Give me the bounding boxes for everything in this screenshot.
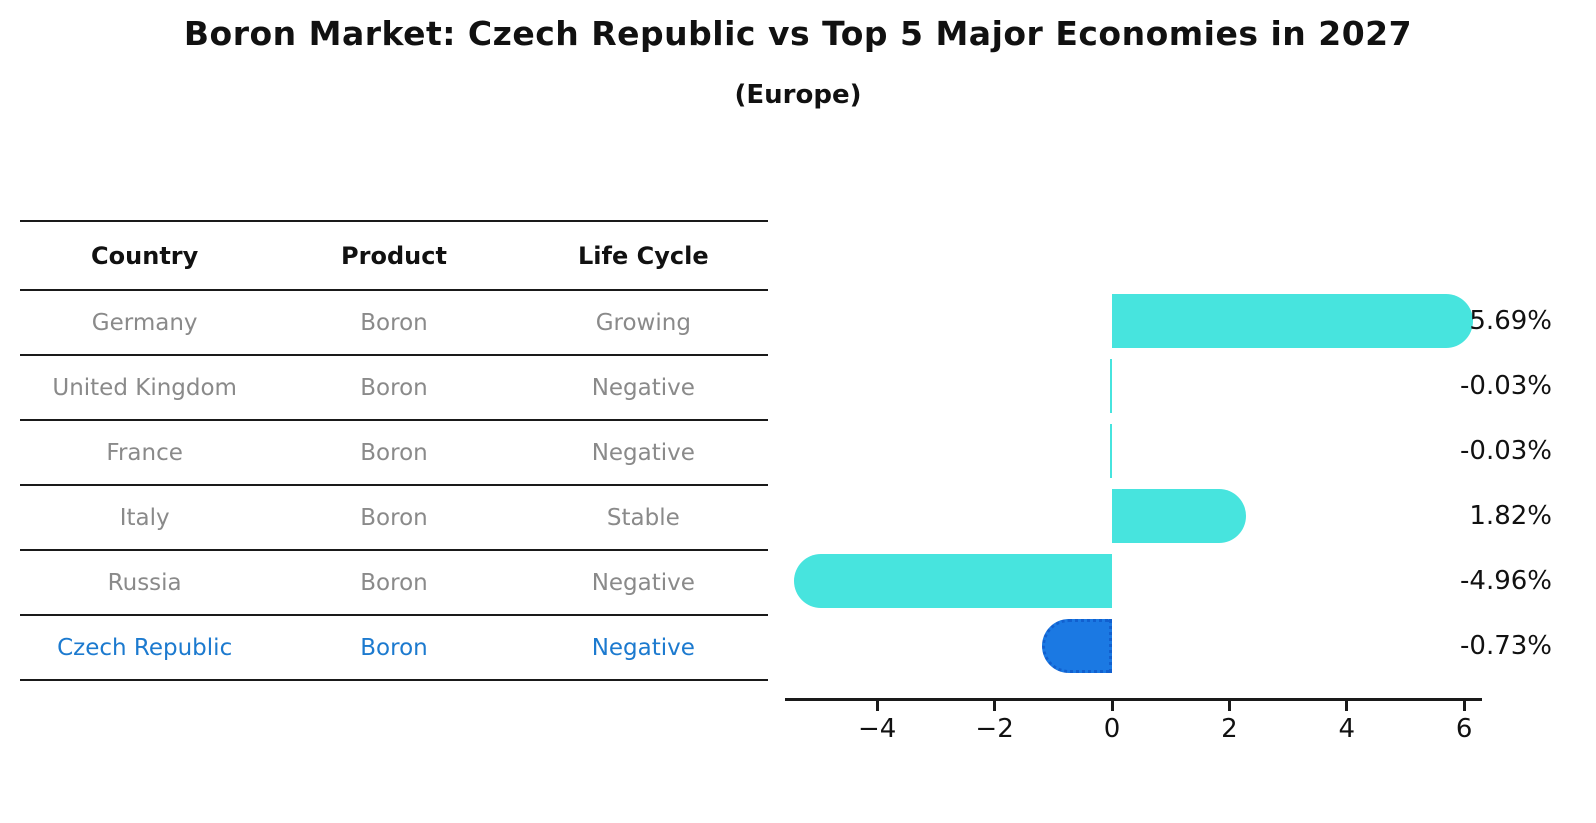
bar-united-kingdom [1109, 359, 1112, 413]
x-axis-tick-label: −4 [858, 714, 897, 744]
country-cell: Czech Republic [57, 634, 233, 661]
x-axis-tick [875, 701, 879, 711]
column-header-country: Country [91, 241, 199, 270]
value-label: 5.69% [1469, 306, 1552, 336]
x-axis-tick-label: −2 [975, 714, 1014, 744]
bar-france [1109, 424, 1112, 478]
bar-italy [1112, 489, 1246, 543]
x-axis-tick-label: 6 [1455, 714, 1473, 744]
lifecycle-cell: Stable [606, 504, 680, 531]
x-axis-tick [1227, 701, 1231, 711]
x-axis-tick [1462, 701, 1466, 711]
lifecycle-cell: Negative [591, 439, 695, 466]
product-cell: Boron [360, 309, 428, 336]
table-row-france: France Boron Negative [20, 421, 768, 486]
table-row-russia: Russia Boron Negative [20, 551, 768, 616]
x-axis-tick-label: 2 [1221, 714, 1238, 744]
country-cell: Germany [91, 309, 198, 336]
lifecycle-cell: Growing [595, 309, 691, 336]
product-cell: Boron [360, 439, 428, 466]
market-table: Country Product Life Cycle Germany Boron… [20, 220, 768, 681]
chart-title: Boron Market: Czech Republic vs Top 5 Ma… [183, 14, 1413, 53]
x-axis-tick [1110, 701, 1114, 711]
product-cell: Boron [360, 374, 428, 401]
value-label: -0.03% [1460, 371, 1552, 401]
x-axis-tick [1345, 701, 1349, 711]
country-cell: Russia [107, 569, 182, 596]
column-header-product: Product [341, 241, 447, 270]
lifecycle-cell: Negative [591, 569, 695, 596]
column-header-lifecycle: Life Cycle [578, 241, 709, 270]
value-label: -0.03% [1460, 436, 1552, 466]
value-label: -4.96% [1460, 566, 1552, 596]
lifecycle-cell: Negative [591, 374, 695, 401]
x-axis-tick-label: 4 [1338, 714, 1356, 744]
x-axis-tick-label: 0 [1103, 714, 1121, 744]
bar-russia [793, 554, 1112, 608]
product-cell: Boron [360, 504, 428, 531]
bar-czech-republic [1042, 619, 1112, 673]
country-cell: Italy [119, 504, 170, 531]
table-row-czech-republic: Czech Republic Boron Negative [20, 616, 768, 681]
country-cell: United Kingdom [52, 374, 237, 401]
value-label: -0.73% [1460, 631, 1552, 661]
bar-germany [1112, 294, 1473, 348]
table-row-italy: Italy Boron Stable [20, 486, 768, 551]
table-row-united-kingdom: United Kingdom Boron Negative [20, 356, 768, 421]
lifecycle-cell: Negative [591, 634, 695, 661]
x-axis-tick [993, 701, 997, 711]
product-cell: Boron [360, 569, 428, 596]
table-row-germany: Germany Boron Growing [20, 291, 768, 356]
table-header-row: Country Product Life Cycle [20, 222, 768, 291]
chart-subtitle: (Europe) [734, 80, 862, 110]
country-cell: France [106, 439, 183, 466]
value-label: 1.82% [1469, 501, 1552, 531]
x-axis-line [785, 698, 1482, 701]
product-cell: Boron [360, 634, 428, 661]
